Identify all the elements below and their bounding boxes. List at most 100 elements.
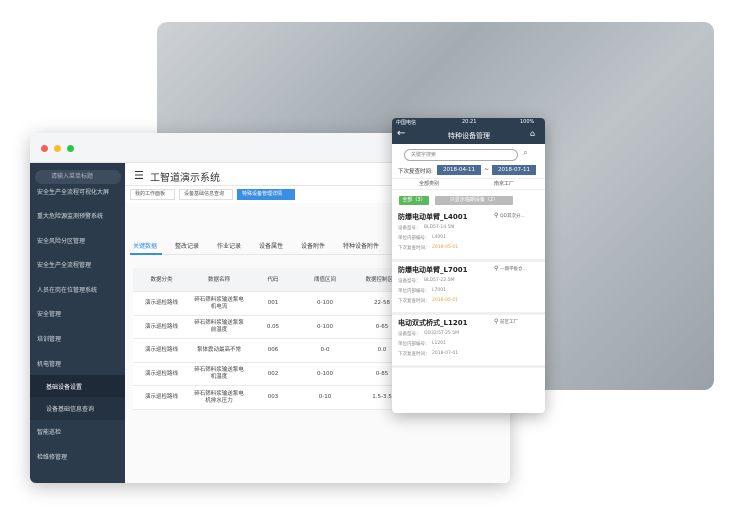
card-divider [392, 365, 545, 368]
card-divider [392, 259, 545, 262]
max-dot[interactable] [67, 145, 74, 152]
menu-item[interactable]: 检维修管理 [37, 454, 68, 461]
filter-row [392, 178, 545, 190]
cell: 22-58 [374, 300, 390, 307]
field-value: BLD57-22.5M [424, 278, 455, 283]
close-dot[interactable] [41, 145, 48, 152]
menu-item[interactable]: 人员在岗在位管理系统 [37, 287, 98, 294]
submenu-bg [30, 397, 125, 420]
cell: 演示巡检路线 [144, 394, 178, 401]
menu-item[interactable]: 重大危险源监测预警系统 [37, 213, 104, 220]
menu-search[interactable]: 请输入菜单标题 [35, 170, 121, 184]
filter[interactable]: 全部类别 [419, 181, 440, 187]
submenu-item[interactable]: 基础设备设置 [46, 384, 83, 391]
field-label: 单位内部编号： [398, 236, 430, 241]
phone-window: 中国电信 20:21 100% ← 特种设备管理 ⌂ 关键字搜索 ⌕ 下次复查时… [392, 118, 545, 413]
date-from[interactable]: 2018-04-11 [437, 165, 481, 175]
field-label: 单位内部编号： [398, 289, 430, 294]
system-title: 工智道演示系统 [150, 173, 220, 184]
back-button[interactable]: ← [397, 128, 406, 139]
field-label: 下次复查时间： [398, 352, 430, 357]
card-name[interactable]: 防爆电动单臂_L7001 [398, 266, 468, 274]
menu-item[interactable]: 安全管理 [37, 311, 62, 318]
pin-icon: ⚲ [494, 318, 499, 325]
cell: 演示巡检路线 [144, 300, 178, 307]
date-to[interactable]: 2018-07-11 [492, 165, 536, 175]
cell: 演示巡检路线 [144, 370, 178, 377]
table-row [133, 315, 403, 339]
cell: 碎石筛料浆输送泵泵前温度 [194, 320, 244, 334]
filter-all[interactable]: 全部（3） [399, 196, 429, 205]
filter[interactable]: 南京工厂 [494, 181, 515, 187]
status-bar [392, 118, 545, 144]
field-label: 下次复查时间： [398, 299, 430, 304]
field-value: L4001 [432, 235, 446, 240]
phone-search[interactable]: 关键字搜索 [404, 149, 518, 161]
table-row [133, 386, 403, 410]
field-label: 下次复查时间： [398, 246, 430, 251]
cell: 0.05 [266, 323, 280, 330]
menu-item[interactable]: 智能巡检 [37, 429, 62, 436]
menu-item[interactable]: 安全生产全流程管理 [37, 262, 92, 269]
table-row [133, 292, 403, 316]
cell: 1.5-3.5 [372, 394, 392, 401]
header-line [125, 185, 510, 186]
cell: 碎石筛料浆输送泵电机温度 [194, 367, 244, 381]
card-divider [392, 312, 545, 315]
sidebar: 请输入菜单标题 安全生产全流程可视化大屏 重大危险源监测预警系统 安全风险分区管理安… [30, 163, 125, 483]
cell: 0-85 [375, 370, 389, 377]
field-value: 2018-05-01 [432, 298, 459, 303]
cell: 0-100 [317, 323, 333, 330]
subtab[interactable]: 特种设备附件 [343, 243, 380, 250]
field-value: L1201 [432, 341, 446, 346]
min-dot[interactable] [54, 145, 61, 152]
card-name[interactable]: 防爆电动单臂_L4001 [398, 213, 468, 221]
subtab[interactable]: 设备附件 [301, 243, 326, 250]
table-row [133, 339, 403, 363]
filter-due[interactable]: 只显示临期设备（2） [435, 196, 513, 205]
card-location: 一期平板仓... [500, 267, 527, 272]
search-icon[interactable]: ⌕ [523, 148, 529, 158]
tab[interactable]: 设备基础信息查询 [179, 189, 233, 200]
menu-item[interactable]: 安全风险分区管理 [37, 238, 86, 245]
carrier: 中国电信 [396, 120, 417, 126]
field-value: 2018-07-01 [432, 351, 459, 356]
tab-bar: 我的工作面板 设备基础信息查询 特殊设备管理详情 [125, 186, 510, 202]
field-value: BLD57-14.5M [424, 225, 455, 230]
pin-icon: ⚲ [494, 212, 499, 219]
cell: 006 [267, 347, 279, 354]
menu-item[interactable]: 培训管理 [37, 336, 62, 343]
menu-item[interactable]: 机电管理 [37, 361, 62, 368]
cell: 003 [267, 394, 279, 401]
subtab[interactable]: 关键数据 [133, 243, 158, 250]
submenu-bg [30, 375, 125, 398]
submenu-item[interactable]: 设备基础信息查询 [46, 406, 95, 413]
field-label: 设备型号： [398, 226, 421, 231]
menu-item[interactable]: 安全生产全流程可视化大屏 [37, 189, 110, 196]
tab-label: 我的工作面板 [135, 191, 166, 197]
tab[interactable]: 我的工作面板 [130, 189, 175, 200]
cell: 演示巡检路线 [144, 347, 178, 354]
header-cell: 代码 [267, 276, 279, 283]
subtab-bar: 关键数据 整改记录 作业记录 设备属性 设备附件 特种设备附件 [130, 239, 510, 255]
card-location: QD其次分... [500, 214, 525, 219]
header-cell: 数据控制区间 [365, 276, 399, 283]
cell: 碎石筛料浆输送泵电机电流 [194, 296, 244, 310]
cell: 演示巡检路线 [144, 323, 178, 330]
cell: 0-10 [318, 394, 332, 401]
tab[interactable]: 特殊设备管理详情 [237, 189, 295, 200]
search-text: 关键字搜索 [411, 152, 437, 158]
header-cell: 数据名称 [207, 276, 230, 283]
menu-icon[interactable]: ☰ [134, 169, 144, 182]
home-button[interactable]: ⌂ [530, 129, 536, 138]
field-value: QD32/5T-25.5M [424, 331, 459, 336]
phone-title: 特种设备管理 [448, 132, 490, 140]
cell: 002 [267, 370, 279, 377]
card-name[interactable]: 电动双式桥式_L1201 [398, 319, 468, 327]
subtab[interactable]: 整改记录 [175, 243, 200, 250]
subtab[interactable]: 作业记录 [217, 243, 242, 250]
subtab[interactable]: 设备属性 [259, 243, 284, 250]
field-label: 设备型号： [398, 332, 421, 337]
tab-label: 设备基础信息查询 [184, 191, 225, 197]
